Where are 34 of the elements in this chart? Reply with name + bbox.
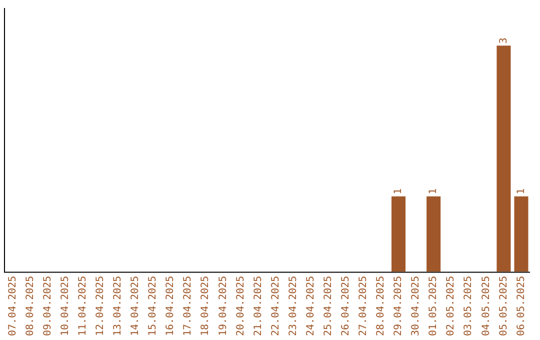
- x-tick-label: 19.04.2025: [218, 276, 229, 336]
- x-tick-label: 22.04.2025: [270, 276, 282, 336]
- x-tick-label: 16.04.2025: [165, 276, 176, 336]
- x-tick-label: 29.04.2025: [393, 276, 404, 336]
- x-tick-label: 15.04.2025: [148, 276, 159, 336]
- x-tick-label: 27.04.2025: [358, 276, 370, 336]
- x-tick-label: 17.04.2025: [182, 276, 194, 336]
- x-tick-label: 26.04.2025: [340, 276, 352, 336]
- x-tick-label: 08.04.2025: [24, 276, 36, 336]
- x-tick-label: 25.04.2025: [322, 276, 334, 336]
- x-tick-label: 10.04.2025: [60, 276, 71, 336]
- x-tick-label: 07.04.2025: [7, 276, 18, 336]
- x-tick-label: 06.05.2025: [516, 276, 527, 336]
- x-tick-label: 28.04.2025: [376, 276, 387, 336]
- x-tick-label: 09.04.2025: [42, 276, 54, 336]
- x-tick-label: 04.05.2025: [480, 276, 492, 336]
- x-tick-label: 14.04.2025: [130, 276, 142, 336]
- x-tick-label: 01.05.2025: [428, 276, 440, 336]
- x-tick-label: 11.04.2025: [77, 276, 88, 336]
- x-tick-label: 30.04.2025: [410, 276, 422, 336]
- x-tick-label: 13.04.2025: [112, 276, 124, 336]
- data-label: 1: [516, 188, 527, 194]
- x-tick-label: 21.04.2025: [252, 276, 264, 336]
- data-label: 1: [393, 188, 404, 194]
- x-tick-label: 05.05.2025: [498, 276, 510, 336]
- x-tick-label: 24.04.2025: [305, 276, 316, 336]
- x-tick-label: 20.04.2025: [235, 276, 246, 336]
- x-tick-label: 02.05.2025: [446, 276, 457, 336]
- x-tick-label: 23.04.2025: [288, 276, 299, 336]
- data-label: 3: [498, 38, 510, 44]
- x-tick-label: 12.04.2025: [95, 276, 106, 336]
- x-tick-label: 03.05.2025: [463, 276, 474, 336]
- data-label: 1: [428, 188, 440, 194]
- x-tick-label: 18.04.2025: [200, 276, 212, 336]
